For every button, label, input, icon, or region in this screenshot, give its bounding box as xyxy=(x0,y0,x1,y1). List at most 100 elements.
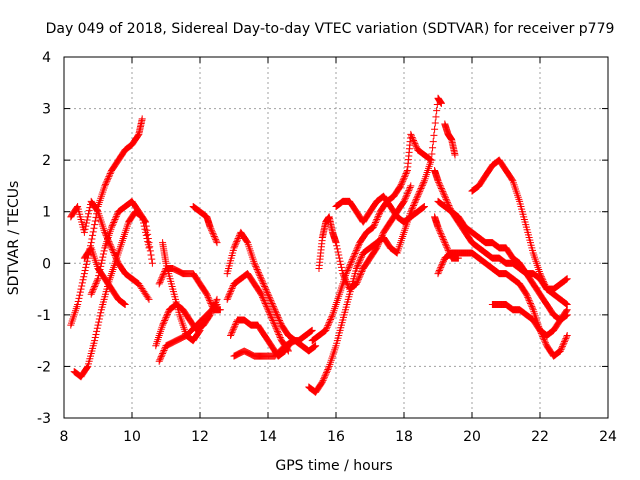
data-point xyxy=(437,262,445,270)
data-point xyxy=(333,242,341,250)
data-point xyxy=(80,228,88,236)
data-point xyxy=(354,261,362,269)
data-point xyxy=(109,247,117,255)
data-point xyxy=(375,211,383,219)
data-point xyxy=(266,310,274,318)
series-track-c xyxy=(70,208,153,381)
data-point xyxy=(560,339,568,347)
data-point xyxy=(371,219,379,227)
data-point xyxy=(78,279,86,287)
data-point xyxy=(558,344,566,352)
data-point xyxy=(107,242,115,250)
data-point xyxy=(559,341,567,349)
data-point xyxy=(261,282,269,290)
data-point xyxy=(355,258,363,266)
data-point xyxy=(158,351,166,359)
data-point xyxy=(275,315,283,323)
data-point xyxy=(96,312,104,320)
data-point xyxy=(352,264,360,272)
series-track-j xyxy=(189,203,221,247)
data-point xyxy=(270,320,278,328)
data-point xyxy=(164,309,172,317)
data-point xyxy=(401,194,409,202)
data-point xyxy=(256,272,264,280)
data-point xyxy=(265,292,273,300)
data-point xyxy=(353,245,361,253)
data-point xyxy=(94,275,102,283)
data-point xyxy=(82,222,90,230)
data-point xyxy=(208,226,216,234)
data-point xyxy=(266,295,274,303)
data-point xyxy=(73,204,81,212)
data-point xyxy=(121,301,129,309)
data-point xyxy=(416,188,424,196)
data-point xyxy=(376,236,384,244)
data-point xyxy=(92,330,100,338)
data-point xyxy=(101,230,109,238)
data-point xyxy=(434,177,442,185)
data-point xyxy=(155,280,163,288)
data-point xyxy=(441,192,449,200)
data-point xyxy=(311,342,319,350)
data-point xyxy=(417,185,425,193)
data-point xyxy=(275,330,283,338)
data-point xyxy=(159,350,167,358)
data-point xyxy=(231,241,239,249)
data-point xyxy=(444,246,452,254)
series-track-v xyxy=(468,156,571,293)
data-point xyxy=(442,195,450,203)
data-point xyxy=(563,275,571,283)
data-point xyxy=(523,292,531,300)
data-point xyxy=(444,245,452,253)
data-point xyxy=(159,348,167,356)
data-point xyxy=(323,367,331,375)
data-point xyxy=(160,346,168,354)
data-point xyxy=(101,180,109,188)
data-point xyxy=(347,259,355,267)
data-point xyxy=(94,321,102,329)
y-tick-label: -2 xyxy=(37,359,51,375)
data-point xyxy=(203,290,211,298)
data-point xyxy=(251,261,259,269)
data-point xyxy=(414,191,422,199)
data-point xyxy=(378,233,386,241)
data-point xyxy=(262,286,270,294)
data-point xyxy=(113,211,121,219)
data-point xyxy=(261,300,269,308)
data-point xyxy=(529,304,537,312)
data-point xyxy=(438,232,446,240)
data-point xyxy=(402,170,410,178)
data-point xyxy=(145,239,153,247)
data-point xyxy=(226,289,234,297)
data-point xyxy=(404,188,412,196)
data-point xyxy=(108,245,116,253)
x-axis-title: GPS time / hours xyxy=(275,458,392,474)
data-point xyxy=(103,177,111,185)
data-point xyxy=(344,265,352,273)
data-point xyxy=(439,188,447,196)
data-point xyxy=(157,277,165,285)
data-point xyxy=(274,327,282,335)
data-point xyxy=(89,287,97,295)
data-point xyxy=(348,257,356,265)
data-point xyxy=(211,234,219,242)
data-point xyxy=(437,99,445,107)
data-point xyxy=(354,277,362,285)
data-point xyxy=(401,196,409,204)
data-point xyxy=(276,318,284,326)
data-point xyxy=(398,179,406,187)
data-point xyxy=(210,232,218,240)
data-point xyxy=(229,325,237,333)
data-point xyxy=(270,304,278,312)
data-point xyxy=(327,314,335,322)
data-point xyxy=(227,330,235,338)
data-point xyxy=(416,186,424,194)
data-point xyxy=(437,231,445,239)
data-point xyxy=(158,274,166,282)
data-point xyxy=(141,217,149,225)
data-point xyxy=(339,271,347,279)
data-point xyxy=(337,260,345,268)
data-point xyxy=(231,242,239,250)
data-point xyxy=(438,260,446,268)
data-point xyxy=(88,235,96,243)
